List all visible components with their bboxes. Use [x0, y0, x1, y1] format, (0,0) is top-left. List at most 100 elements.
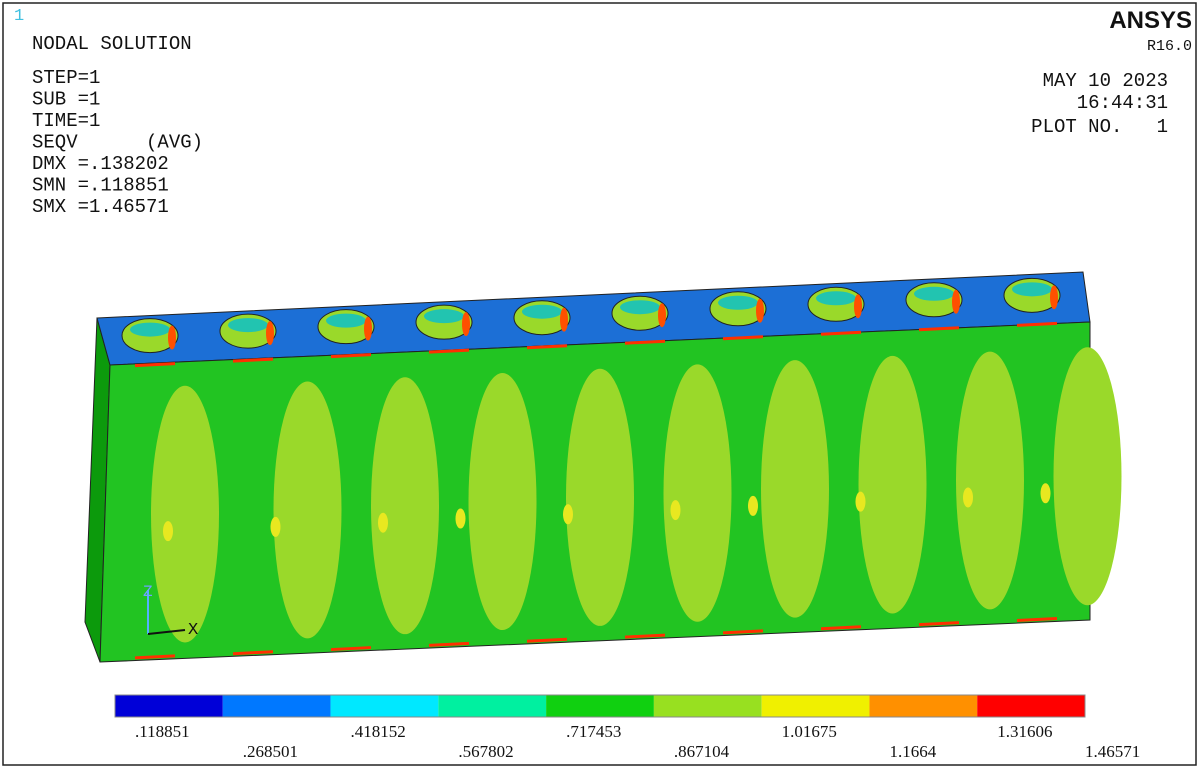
info-line: SEQV (AVG) [32, 132, 203, 154]
triad-z: Z [143, 583, 153, 601]
legend-label: .867104 [674, 742, 730, 761]
stress-band [151, 385, 219, 643]
hole-hotspot [168, 325, 176, 350]
stress-band [663, 364, 732, 622]
stress-band [956, 351, 1024, 610]
legend-bar-frame [114, 694, 1086, 718]
legend-label: .268501 [243, 742, 298, 761]
edge-hotspot [918, 326, 960, 332]
hole-inner [130, 322, 170, 337]
legend-swatch [115, 695, 223, 717]
hotspot [1040, 483, 1051, 504]
edge-hotspot [428, 641, 470, 647]
edge-hotspot [918, 621, 960, 627]
plot-number: PLOT NO. 1 [1031, 116, 1168, 138]
edge-hotspot [232, 357, 274, 363]
legend-label: 1.01675 [782, 722, 837, 741]
hole-inner [326, 313, 366, 328]
hotspot [963, 487, 973, 508]
edge-hotspot [624, 339, 666, 345]
stress-band [371, 377, 439, 635]
hole-inner [816, 291, 856, 306]
edge-hotspot [820, 625, 862, 631]
legend-label: .567802 [458, 742, 513, 761]
legend-label: .717453 [566, 722, 621, 741]
hole-hotspot [756, 298, 764, 323]
stress-band [468, 372, 537, 631]
edge-hotspot [526, 344, 568, 350]
hole-inner [228, 318, 268, 333]
hole-hotspot [1050, 285, 1058, 310]
hotspot [748, 495, 758, 516]
info-line: DMX =.138202 [32, 153, 169, 175]
legend-swatch [977, 695, 1085, 717]
legend-label: 1.1664 [889, 742, 936, 761]
edge-hotspot [624, 633, 666, 639]
legend-label: 1.31606 [997, 722, 1052, 741]
hotspot [563, 504, 573, 525]
triad-x: X [188, 621, 198, 640]
hole-inner [1012, 282, 1052, 297]
edge-hotspot [526, 637, 568, 643]
hotspot [855, 491, 866, 512]
stress-band [566, 368, 634, 626]
info-line: SUB =1 [32, 89, 100, 111]
triad: Z X [143, 583, 198, 640]
edge-hotspot [428, 348, 470, 354]
stress-band [273, 381, 342, 639]
hotspot [163, 521, 173, 542]
hole-hotspot [952, 289, 960, 314]
legend-label: .418152 [351, 722, 406, 741]
hole-inner [718, 295, 758, 310]
legend-label: .118851 [135, 722, 190, 741]
hole-hotspot [854, 294, 862, 319]
plot-title: NODAL SOLUTION [32, 33, 192, 55]
edge-hotspot [1016, 321, 1058, 327]
time: 16:44:31 [1077, 92, 1168, 114]
legend: .118851 .268501 .418152 .567802 .717453 .8671… [114, 694, 1140, 761]
hotspot [378, 512, 388, 533]
brand: ANSYS [1109, 7, 1192, 34]
date: MAY 10 2023 [1043, 70, 1168, 92]
edge-hotspot [232, 650, 274, 656]
edge-hotspot [330, 353, 372, 359]
hole-inner [620, 300, 660, 315]
info-line: SMX =1.46571 [32, 196, 169, 218]
hole-inner [424, 309, 464, 324]
info-line: TIME=1 [32, 110, 100, 132]
legend-swatch [222, 695, 331, 717]
legend-swatch [330, 695, 439, 717]
edge-hotspot [722, 629, 764, 635]
model [84, 271, 1122, 663]
edge-hotspot [820, 330, 862, 336]
legend-swatch [761, 695, 870, 717]
hole-hotspot [266, 321, 274, 346]
stress-band [858, 355, 927, 614]
edge-hotspot [722, 335, 764, 341]
info-line: STEP=1 [32, 67, 100, 89]
hole-inner [522, 304, 562, 319]
hole-inner [914, 286, 954, 301]
hole-hotspot [658, 303, 666, 328]
legend-swatch [653, 695, 762, 717]
hole-hotspot [462, 312, 470, 337]
stress-band [1053, 347, 1122, 606]
window-number: 1 [14, 7, 24, 26]
legend-swatch [438, 695, 547, 717]
hotspot [270, 516, 281, 537]
edge-hotspot [1016, 616, 1058, 622]
legend-swatch [546, 695, 654, 717]
hole-hotspot [364, 316, 372, 341]
legend-swatch [869, 695, 978, 717]
hotspot [455, 508, 466, 529]
stress-band [761, 360, 829, 618]
edge-hotspot [134, 654, 176, 660]
release: R16.0 [1147, 38, 1192, 55]
hotspot [670, 500, 681, 521]
hole-hotspot [560, 307, 568, 332]
edge-hotspot [134, 362, 176, 368]
info-line: SMN =.118851 [32, 175, 169, 197]
legend-label: 1.46571 [1085, 742, 1140, 761]
